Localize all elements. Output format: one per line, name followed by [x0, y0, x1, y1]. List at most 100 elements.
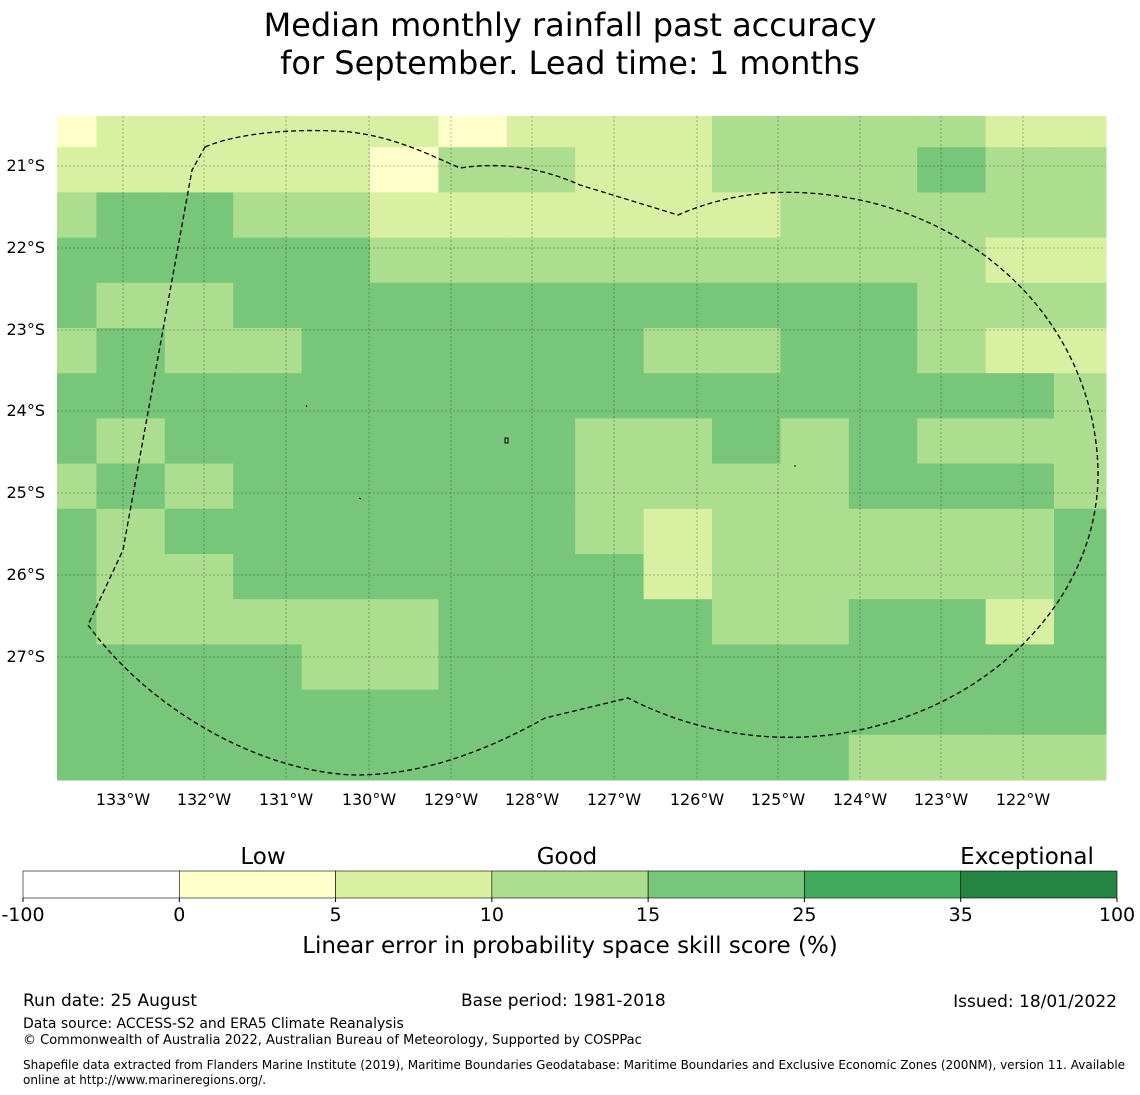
grid-cell	[96, 147, 166, 193]
grid-cell	[233, 689, 303, 736]
grid-cell	[57, 418, 97, 465]
grid-cell	[848, 147, 918, 193]
grid-cell	[233, 599, 303, 645]
grid-cell	[438, 192, 508, 239]
grid-cell	[643, 689, 713, 736]
grid-cell	[643, 373, 713, 419]
map-figure: 21°S22°S23°S24°S25°S26°S27°S 133°W 132°W 1…	[1, 116, 1135, 959]
grid-cell	[985, 689, 1055, 736]
colorbar-swatch	[335, 870, 493, 899]
grid-cell	[233, 282, 303, 329]
grid-cell	[370, 192, 439, 239]
grid-cell	[233, 192, 303, 239]
grid-cell	[96, 373, 166, 419]
grid-cell	[370, 689, 439, 736]
data-source: Data source: ACCESS-S2 and ERA5 Climate …	[23, 1016, 404, 1032]
grid-cell	[370, 147, 439, 193]
grid-cell	[780, 237, 850, 284]
latitude-label: 27°S	[6, 647, 45, 666]
grid-cell	[438, 237, 508, 284]
grid-cell	[164, 418, 234, 465]
grid-cell	[301, 147, 371, 193]
grid-cell	[712, 328, 781, 374]
grid-cell	[643, 599, 713, 645]
grid-cell	[848, 282, 918, 329]
grid-cell	[1054, 328, 1107, 374]
grid-cell	[96, 116, 166, 148]
grid-cell	[848, 644, 918, 691]
grid-cell	[57, 237, 97, 284]
grid-cell	[712, 418, 781, 465]
grid-cell	[1054, 147, 1107, 193]
grid-cell	[848, 734, 918, 781]
latitude-label: 25°S	[6, 483, 45, 502]
grid-cell	[575, 147, 645, 193]
grid-cell	[233, 508, 303, 555]
grid-cell	[917, 147, 987, 193]
grid-cell	[164, 644, 234, 691]
grid-cell	[643, 116, 713, 148]
colorbar: -100 0 5 10 15 25 35 100 Low Good Exceptional L…	[1, 844, 1135, 959]
grid-cell	[438, 599, 508, 645]
grid-cell	[780, 599, 850, 645]
colorbar-swatch	[960, 870, 1118, 899]
grid-cell	[370, 734, 439, 781]
grid-cell	[96, 192, 166, 239]
grid-cell	[1054, 237, 1107, 284]
grid-cell	[575, 116, 645, 148]
grid-cell	[233, 147, 303, 193]
grid-cell	[985, 373, 1055, 419]
grid-cell	[985, 644, 1055, 691]
grid-cell	[301, 116, 371, 148]
grid-cell	[370, 237, 439, 284]
grid-cell	[506, 237, 576, 284]
grid-cell	[1054, 116, 1107, 148]
longitude-label: 132°W	[177, 790, 232, 809]
colorbar-tick-label: 15	[636, 904, 660, 926]
grid-cell	[233, 644, 303, 691]
grid-cell	[57, 508, 97, 555]
title-line-1: Median monthly rainfall past accuracy	[263, 6, 877, 44]
grid-cell	[96, 418, 166, 465]
grid-cell	[164, 554, 234, 600]
grid-cell	[370, 116, 439, 148]
grid-cell	[712, 644, 781, 691]
grid-cell	[848, 508, 918, 555]
grid-cell	[96, 554, 166, 600]
grid-cell	[917, 508, 987, 555]
grid-cell	[985, 147, 1055, 193]
grid-cell	[57, 689, 97, 736]
grid-cell	[1054, 689, 1107, 736]
island-mark	[504, 437, 509, 444]
longitude-label: 128°W	[505, 790, 560, 809]
grid-cell	[780, 373, 850, 419]
shapefile-credit: Shapefile data extracted from Flanders M…	[23, 1058, 1126, 1087]
colorbar-tick-label: 100	[1099, 904, 1135, 926]
colorbar-swatch	[178, 870, 336, 899]
grid-cell	[506, 418, 576, 465]
colorbar-swatch	[647, 870, 805, 899]
grid-cell	[575, 328, 645, 374]
grid-cell	[985, 237, 1055, 284]
colorbar-tick-label: -100	[1, 904, 44, 926]
grid-cell	[96, 599, 166, 645]
grid-cell	[301, 689, 371, 736]
skill-grid	[57, 116, 1107, 781]
grid-cell	[233, 328, 303, 374]
grid-cell	[301, 373, 371, 419]
grid-cell	[164, 147, 234, 193]
grid-cell	[96, 237, 166, 284]
grid-cell	[985, 418, 1055, 465]
grid-cell	[164, 508, 234, 555]
grid-cell	[438, 554, 508, 600]
grid-cell	[370, 508, 439, 555]
grid-cell	[506, 373, 576, 419]
colorbar-category-exceptional: Exceptional	[960, 844, 1094, 870]
grid-cell	[575, 373, 645, 419]
grid-cell	[917, 644, 987, 691]
grid-cell	[301, 192, 371, 239]
grid-cell	[1054, 418, 1107, 465]
grid-cell	[233, 116, 303, 148]
graticule	[57, 116, 1106, 780]
grid-cell	[985, 554, 1055, 600]
